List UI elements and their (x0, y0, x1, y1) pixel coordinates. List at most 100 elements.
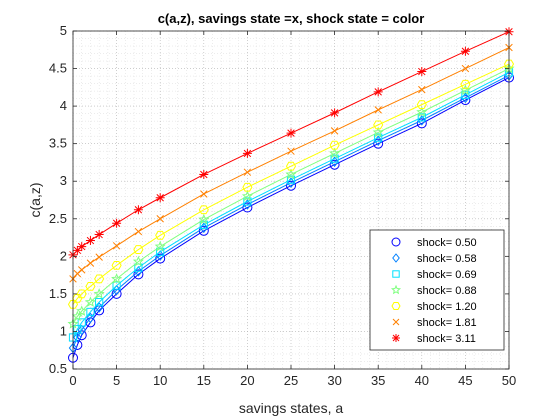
data-point (95, 298, 104, 307)
y-tick-label: 2 (60, 248, 67, 263)
data-point (133, 269, 144, 280)
data-point (67, 300, 79, 309)
data-point (372, 126, 384, 138)
data-point (285, 168, 297, 180)
data-point (112, 284, 121, 296)
y-tick-label: 4.5 (49, 61, 67, 76)
legend-marker (391, 237, 401, 247)
data-point (330, 127, 339, 135)
data-point (112, 218, 122, 228)
data-point (77, 266, 86, 274)
legend-item: shock= 3.11 (392, 333, 476, 345)
data-point (155, 230, 166, 240)
data-point (85, 236, 95, 246)
data-point (95, 253, 103, 261)
legend-item: shock= 1.20 (391, 301, 477, 313)
data-point (416, 100, 427, 110)
legend-marker (392, 334, 400, 342)
data-point (418, 85, 426, 94)
data-point (86, 259, 95, 267)
legend-label: shock= 0.50 (417, 237, 477, 249)
data-point (84, 296, 96, 307)
data-point (329, 147, 341, 159)
data-point (111, 260, 122, 270)
legend-label: shock= 1.20 (417, 301, 477, 313)
data-point (373, 138, 384, 149)
data-point (459, 84, 471, 96)
data-point (374, 106, 382, 114)
series-7 (68, 27, 514, 260)
y-tick-label: 0.5 (49, 361, 67, 376)
data-point (330, 108, 340, 118)
data-point (241, 190, 253, 201)
data-point (242, 182, 253, 192)
series-line (72, 47, 510, 280)
data-point (285, 161, 297, 171)
data-point (85, 281, 96, 291)
data-point (76, 305, 88, 316)
data-point (94, 274, 105, 284)
legend-marker (391, 302, 401, 310)
legend-marker (392, 270, 400, 278)
data-point (133, 205, 143, 215)
data-point (417, 67, 427, 77)
data-point (156, 215, 164, 223)
data-point (77, 324, 86, 336)
data-point (73, 325, 82, 334)
y-tick-label: 5 (60, 23, 67, 38)
legend-item: shock= 0.88 (390, 284, 477, 297)
data-point (329, 140, 340, 150)
data-point (460, 46, 470, 56)
legend-item: shock= 0.58 (392, 253, 477, 265)
y-tick-label: 1.5 (49, 286, 67, 301)
legend-label: shock= 0.88 (417, 285, 477, 297)
data-point (198, 213, 210, 225)
legend-marker (390, 284, 402, 295)
legend-item: shock= 1.81 (392, 317, 477, 329)
data-point (242, 202, 253, 213)
y-tick-label: 1 (60, 323, 67, 338)
chart-title: c(a,z), savings state =x, shock state = … (158, 11, 425, 26)
series-line (72, 74, 510, 349)
legend-item: shock= 0.50 (391, 237, 477, 249)
series-line (72, 71, 510, 338)
data-point (242, 148, 252, 158)
data-point (112, 242, 121, 250)
data-point (461, 64, 470, 73)
data-point (243, 168, 252, 176)
data-point (460, 79, 471, 89)
data-point (154, 240, 166, 252)
x-tick-label: 40 (415, 373, 429, 388)
data-point (134, 227, 143, 236)
data-point (461, 90, 470, 99)
legend-marker (392, 253, 400, 263)
y-tick-label: 2.5 (49, 211, 67, 226)
data-point (132, 255, 144, 267)
data-point (198, 205, 209, 215)
data-point (329, 159, 340, 170)
x-tick-label: 45 (458, 373, 472, 388)
data-point (200, 190, 208, 198)
series-5 (67, 59, 515, 309)
y-axis-label: c(a,z) (27, 183, 43, 218)
data-point (199, 169, 209, 179)
series-line (72, 77, 510, 358)
data-point (133, 245, 144, 254)
data-point (112, 281, 121, 290)
y-tick-label: 4 (60, 98, 67, 113)
data-point (77, 242, 87, 252)
x-axis-label: savings states, a (239, 400, 343, 416)
data-point (86, 312, 95, 324)
data-point (111, 273, 123, 284)
x-tick-label: 10 (153, 373, 167, 388)
data-point (94, 230, 104, 240)
legend-marker (392, 318, 400, 326)
series-line (72, 68, 510, 325)
x-tick-label: 15 (197, 373, 211, 388)
legend-label: shock= 0.58 (417, 253, 477, 265)
x-tick-label: 25 (284, 373, 298, 388)
data-point (287, 147, 295, 155)
data-point (373, 120, 384, 130)
